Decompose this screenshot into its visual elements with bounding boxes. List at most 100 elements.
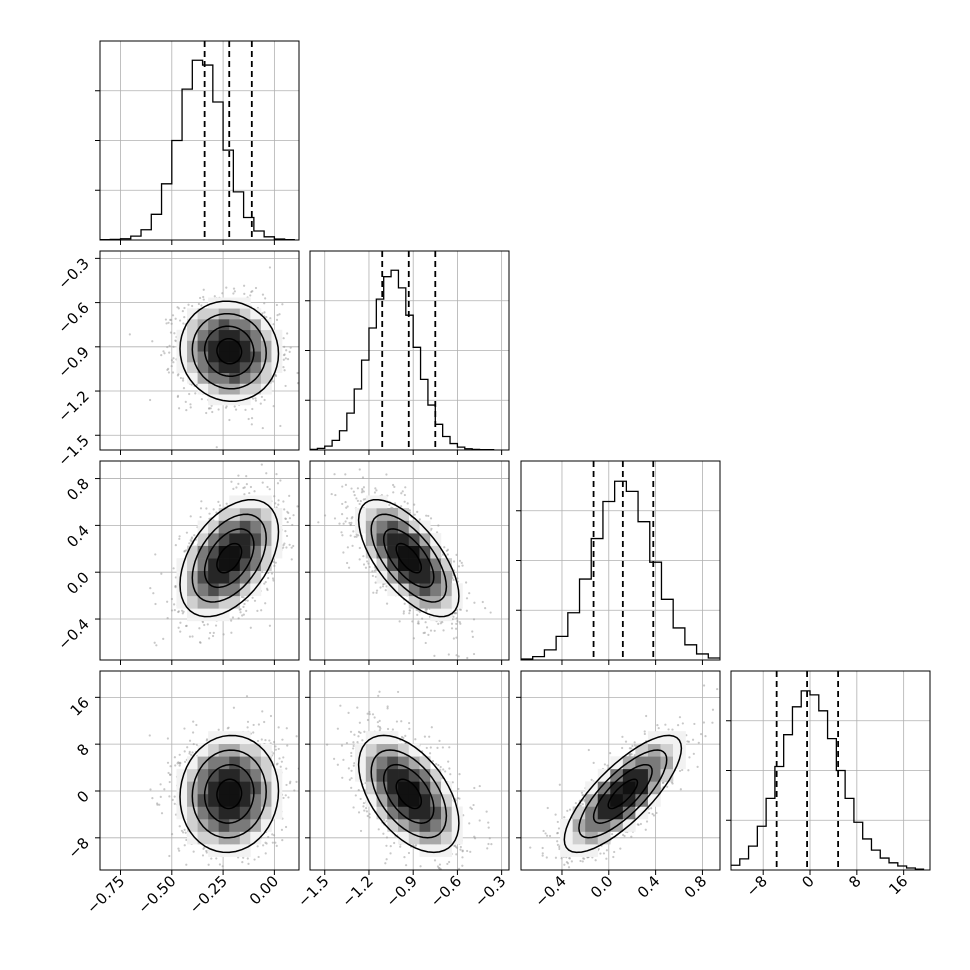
density-cell <box>430 818 442 832</box>
panel-content <box>100 461 299 660</box>
sample-point <box>455 617 458 620</box>
sample-point <box>272 834 276 837</box>
density-cell <box>271 507 283 521</box>
sample-point <box>452 560 456 563</box>
sample-point <box>172 345 175 348</box>
sample-point <box>205 738 209 741</box>
density-cell <box>229 595 241 609</box>
sample-point <box>356 487 360 490</box>
sample-point <box>362 805 365 808</box>
density-cell <box>408 768 420 782</box>
density-cell <box>440 793 453 807</box>
density-cell <box>239 372 251 384</box>
sample-point <box>385 844 388 847</box>
sample-point <box>399 845 402 848</box>
sample-point <box>699 732 703 736</box>
density-cell <box>208 806 219 820</box>
sample-point <box>183 828 186 831</box>
sample-point <box>473 786 476 790</box>
sample-point <box>609 752 612 755</box>
density-cell <box>218 731 230 745</box>
sample-point <box>245 483 248 486</box>
sample-point <box>344 520 347 523</box>
sample-point <box>362 801 366 805</box>
density-cell <box>239 583 251 597</box>
sample-point <box>233 290 236 293</box>
contour-line <box>370 749 448 839</box>
sample-point <box>481 600 484 604</box>
sample-point <box>400 505 403 508</box>
sample-point <box>241 860 244 864</box>
sample-point <box>347 767 350 770</box>
sample-point <box>400 492 403 495</box>
sample-point <box>274 374 278 378</box>
density-cell <box>398 831 410 845</box>
sample-point <box>178 535 181 538</box>
sample-point <box>232 287 236 290</box>
density-cell <box>387 731 399 745</box>
sample-point <box>487 821 490 824</box>
sample-point <box>455 654 458 657</box>
sample-point <box>439 765 442 769</box>
density-cell <box>610 806 624 820</box>
sample-point <box>613 850 616 854</box>
y-tick-label-1-2: −0.9 <box>54 343 92 381</box>
sample-point <box>246 599 249 602</box>
density-cell <box>260 340 272 352</box>
sample-point <box>563 816 566 819</box>
sample-point <box>488 837 491 840</box>
density-cell <box>229 781 241 795</box>
sample-point <box>352 806 355 809</box>
density-cell <box>187 608 198 622</box>
sample-point <box>183 750 186 753</box>
sample-point <box>381 585 385 588</box>
sample-point <box>179 630 182 633</box>
x-tick-label-2-1: 0.0 <box>587 872 617 902</box>
sample-point <box>630 835 633 838</box>
sample-point <box>396 690 400 694</box>
panel-content <box>310 671 509 901</box>
sample-point <box>168 854 171 858</box>
density-cell <box>398 818 410 832</box>
sample-point <box>347 566 351 569</box>
density-cell <box>560 818 573 832</box>
sample-point <box>356 499 359 502</box>
sample-point <box>264 852 267 855</box>
sample-point <box>210 857 213 860</box>
sample-point <box>149 788 152 791</box>
sample-point <box>612 855 615 859</box>
contour-line <box>357 498 460 618</box>
density-cell <box>398 781 410 795</box>
sample-point <box>621 746 624 750</box>
density-cell <box>208 533 219 546</box>
sample-point <box>271 841 274 844</box>
density-cell <box>387 818 399 832</box>
sample-point <box>455 899 457 901</box>
density-cell <box>229 768 241 782</box>
sample-point <box>295 780 298 783</box>
density-cell <box>176 781 188 795</box>
density-cell <box>229 558 241 572</box>
sample-point <box>277 747 280 751</box>
density-cell <box>260 361 272 374</box>
sample-point <box>377 828 380 831</box>
density-cell <box>208 372 219 384</box>
sample-point <box>326 743 329 746</box>
sample-point <box>169 765 172 768</box>
x-tick-label-1-0: −1.5 <box>294 872 332 910</box>
sample-point <box>302 320 304 322</box>
sample-point <box>353 762 356 765</box>
sample-point <box>225 286 228 289</box>
density-cell <box>376 806 388 820</box>
sample-point <box>471 635 474 638</box>
sample-point <box>465 609 468 612</box>
sample-point <box>197 302 200 306</box>
sample-point <box>358 502 361 506</box>
density-cell <box>239 768 251 782</box>
density-cell <box>239 297 251 309</box>
sample-point <box>563 863 566 866</box>
density-cell <box>430 844 442 857</box>
sample-point <box>461 850 464 853</box>
contour-line <box>216 337 243 365</box>
sample-point <box>168 795 171 798</box>
